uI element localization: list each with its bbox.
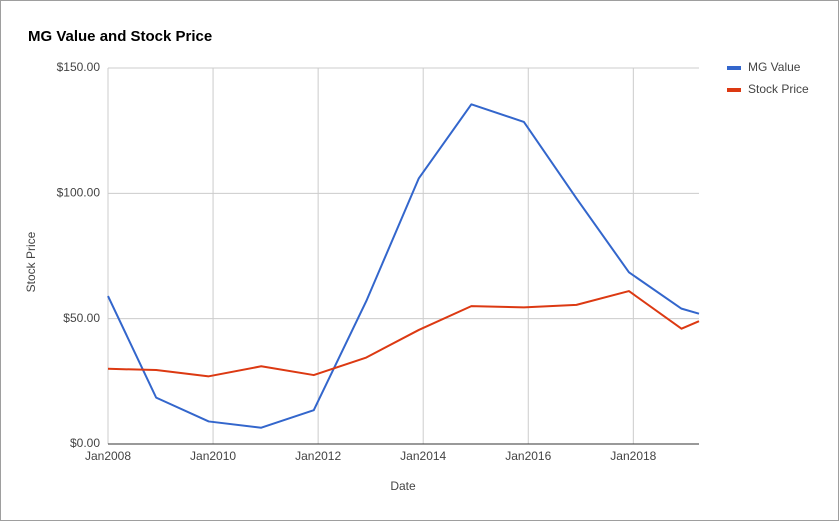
y-tick-label: $50.00 — [63, 311, 100, 325]
x-tick-label: Jan2016 — [505, 449, 551, 463]
y-tick-label: $150.00 — [57, 60, 101, 74]
x-tick-label: Jan2018 — [610, 449, 656, 463]
x-tick-label: Jan2010 — [190, 449, 236, 463]
legend-label: Stock Price — [748, 82, 809, 96]
series-line — [107, 290, 700, 378]
x-tick-label: Jan2008 — [85, 449, 131, 463]
x-tick-label: Jan2012 — [295, 449, 341, 463]
legend-label: MG Value — [748, 60, 801, 74]
y-axis-label: Stock Price — [24, 231, 38, 292]
x-tick-label: Jan2014 — [400, 449, 446, 463]
chart-title: MG Value and Stock Price — [28, 28, 212, 45]
series-line — [107, 103, 700, 429]
y-tick-label: $0.00 — [70, 436, 100, 450]
y-tick-label: $100.00 — [57, 186, 101, 200]
x-axis-label: Date — [390, 479, 416, 493]
